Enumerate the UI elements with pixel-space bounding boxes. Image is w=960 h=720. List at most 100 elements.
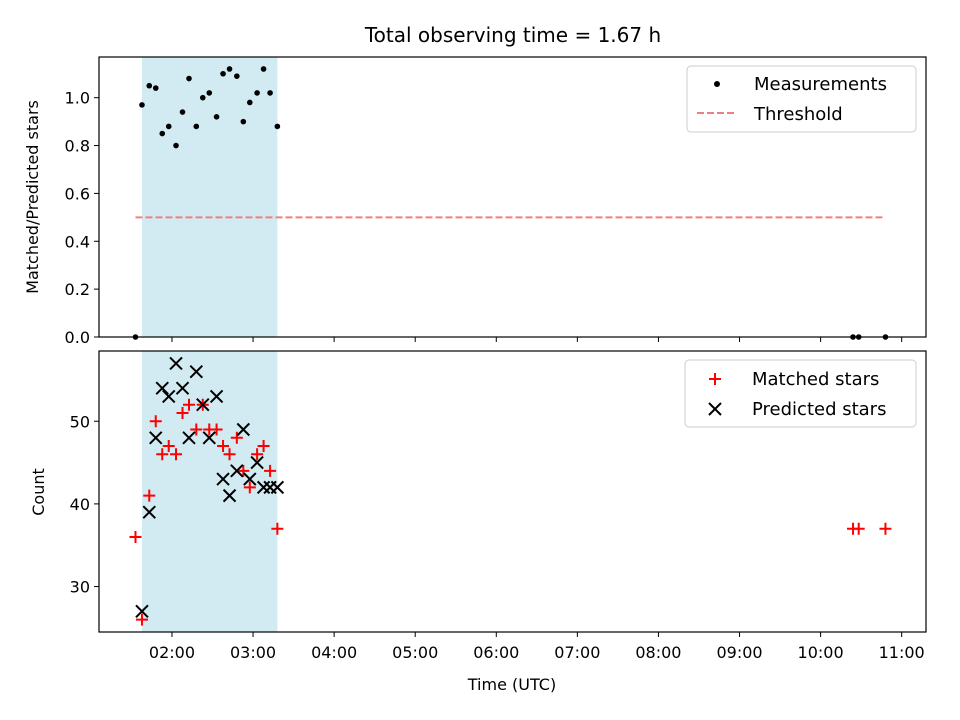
predicted-star-point <box>149 431 163 445</box>
x-tick-label: 06:00 <box>473 643 519 662</box>
matched-star-point <box>257 440 270 453</box>
bottom-panel: 30 40 50 02:00 03:00 04:00 05:00 06:00 07:00 08:… <box>29 350 927 694</box>
matched-star-point <box>251 448 264 461</box>
measurement-point <box>260 66 267 72</box>
y-tick-label: 0.6 <box>65 184 90 203</box>
matched-star-point <box>135 613 148 626</box>
top-x-ticks <box>171 337 903 342</box>
measurement-point <box>173 142 179 149</box>
bottom-count-points <box>129 356 892 626</box>
predicted-star-point <box>250 455 264 470</box>
bottom-legend: Matched stars Predicted stars <box>684 359 917 428</box>
top-legend: Measurements Threshold <box>686 65 917 133</box>
matched-star-point <box>143 489 156 502</box>
x-tick-label: 02:00 <box>149 643 195 662</box>
matched-star-point <box>264 464 277 477</box>
measurement-point <box>213 114 220 120</box>
top-measurement-points <box>132 66 889 340</box>
predicted-star-point <box>222 488 237 503</box>
x-tick-label: 08:00 <box>635 643 681 662</box>
predicted-star-point <box>182 431 196 445</box>
predicted-star-point <box>135 604 149 619</box>
top-panel: 0.0 0.2 0.4 0.6 0.8 1.0 Matched/Predicted sta… <box>23 56 927 347</box>
measurement-point <box>267 90 273 96</box>
matched-star-point <box>237 464 250 477</box>
measurement-point <box>226 66 233 72</box>
top-legend-box <box>686 65 917 133</box>
matched-star-point <box>182 398 195 411</box>
measurement-point <box>159 130 166 137</box>
predicted-star-point <box>209 389 224 404</box>
measurement-point <box>240 118 247 125</box>
matched-star-point <box>149 415 162 428</box>
legend-measurements-marker <box>714 81 720 87</box>
predicted-star-point <box>202 431 216 445</box>
matched-star-point <box>210 423 223 436</box>
top-y-axis-label: Matched/Predicted stars <box>23 100 42 294</box>
legend-matched-marker <box>709 373 721 385</box>
y-tick-label: 40 <box>70 495 90 514</box>
predicted-star-point <box>270 480 285 495</box>
measurement-point <box>247 99 253 106</box>
predicted-star-point <box>230 464 244 478</box>
x-tick-label: 09:00 <box>716 643 762 662</box>
matched-star-point <box>162 440 175 453</box>
matched-star-point <box>879 522 892 535</box>
measurement-point <box>199 94 206 101</box>
top-y-ticks: 0.0 0.2 0.4 0.6 0.8 1.0 <box>65 89 99 347</box>
legend-matched-label: Matched stars <box>752 369 879 390</box>
measurement-point <box>186 75 192 82</box>
x-tick-label: 07:00 <box>554 643 600 662</box>
chart-title: Total observing time = 1.67 h <box>364 23 661 47</box>
measurement-point <box>220 70 226 77</box>
legend-measurements-label: Measurements <box>754 74 887 95</box>
x-tick-label: 05:00 <box>392 643 438 662</box>
bottom-shaded-span <box>141 351 278 632</box>
x-tick-label: 03:00 <box>230 643 276 662</box>
x-tick-label: 04:00 <box>311 643 357 662</box>
x-tick-label: 10:00 <box>798 643 844 662</box>
y-tick-label: 0.8 <box>65 137 90 156</box>
matched-star-point <box>243 481 256 494</box>
predicted-star-point <box>243 472 257 486</box>
y-tick-label: 0.0 <box>65 328 90 347</box>
measurement-point <box>274 123 281 130</box>
bottom-x-ticks: 02:00 03:00 04:00 05:00 06:00 07:00 08:00 09:00… <box>149 632 925 662</box>
measurement-point <box>139 102 145 108</box>
predicted-star-point <box>196 398 210 412</box>
matched-star-point <box>129 530 142 543</box>
legend-predicted-marker <box>708 402 722 416</box>
matched-star-point <box>230 431 243 444</box>
predicted-star-point <box>175 381 190 395</box>
measurement-point <box>254 90 260 96</box>
predicted-star-point <box>236 422 251 437</box>
predicted-star-point <box>155 381 169 395</box>
measurement-point <box>234 73 240 79</box>
bottom-legend-box <box>684 359 917 428</box>
y-tick-label: 0.2 <box>65 280 90 299</box>
predicted-star-point <box>169 356 183 371</box>
bottom-y-ticks: 30 40 50 <box>70 412 99 597</box>
bottom-y-axis-label: Count <box>29 468 48 516</box>
predicted-star-point <box>189 364 204 379</box>
measurement-point <box>179 109 186 115</box>
predicted-star-point <box>216 472 230 486</box>
legend-threshold-label: Threshold <box>753 104 843 125</box>
bottom-x-axis-label: Time (UTC) <box>467 675 556 694</box>
top-shaded-span <box>141 57 278 337</box>
measurement-point <box>152 85 159 91</box>
measurement-point <box>206 90 213 96</box>
y-tick-label: 50 <box>70 412 90 431</box>
matched-star-point <box>217 440 230 453</box>
y-tick-label: 0.4 <box>65 232 90 251</box>
measurement-point <box>146 82 153 89</box>
matched-star-point <box>190 423 203 436</box>
measurement-point <box>193 123 200 130</box>
matched-star-point <box>271 522 284 535</box>
bottom-plot-frame <box>98 350 927 633</box>
predicted-star-point <box>142 505 156 519</box>
measurement-point <box>165 123 172 130</box>
matched-star-point <box>223 448 236 461</box>
matched-star-point <box>170 448 183 461</box>
matched-star-point <box>176 406 189 419</box>
